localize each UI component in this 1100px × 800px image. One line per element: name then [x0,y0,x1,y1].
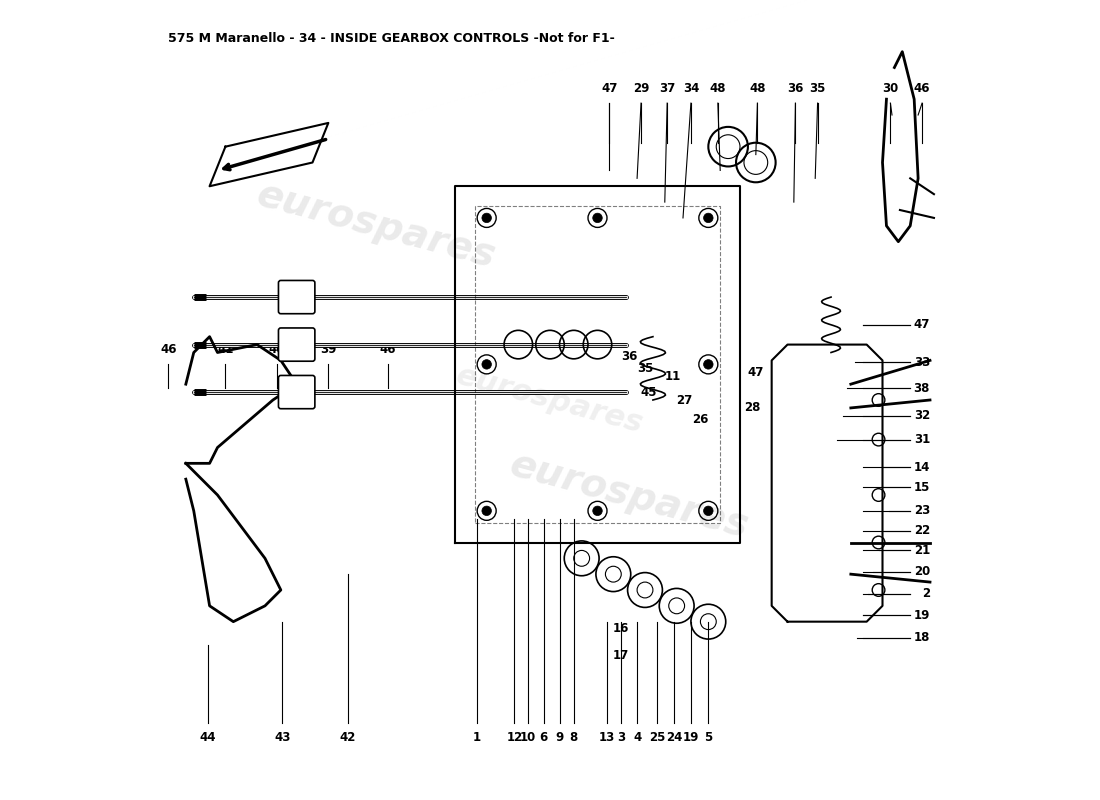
Text: 29: 29 [632,82,649,95]
Circle shape [593,506,603,515]
Text: 47: 47 [602,82,617,95]
Text: 27: 27 [676,394,693,406]
Text: 48: 48 [749,82,766,95]
Text: 24: 24 [667,731,682,744]
Text: 37: 37 [659,82,675,95]
Text: 31: 31 [914,433,929,446]
Circle shape [704,360,713,369]
Text: 12: 12 [506,731,522,744]
Text: 47: 47 [914,318,929,331]
Circle shape [482,360,492,369]
Circle shape [704,506,713,515]
Text: 36: 36 [788,82,804,95]
Text: 48: 48 [710,82,726,95]
Text: 30: 30 [882,82,899,95]
Text: 3: 3 [617,731,625,744]
Text: 6: 6 [539,731,548,744]
Text: 46: 46 [161,343,177,357]
Text: eurospares: eurospares [506,445,752,545]
Circle shape [482,506,492,515]
Text: 43: 43 [274,731,290,744]
Text: 35: 35 [637,362,653,375]
Text: 36: 36 [621,350,637,363]
Text: 17: 17 [613,650,629,662]
Text: 41: 41 [217,343,233,357]
Text: 19: 19 [914,609,929,622]
Text: 33: 33 [914,355,929,369]
Text: eurospares: eurospares [252,176,499,276]
Text: 18: 18 [914,631,929,644]
Text: 28: 28 [744,402,760,414]
Text: 15: 15 [914,481,929,494]
Circle shape [482,213,492,222]
Text: 22: 22 [914,524,929,537]
Text: 39: 39 [320,343,337,357]
FancyBboxPatch shape [278,281,315,314]
Text: 20: 20 [914,566,929,578]
Text: 46: 46 [914,82,931,95]
Text: 44: 44 [200,731,217,744]
Text: 1: 1 [473,731,481,744]
Text: 8: 8 [570,731,578,744]
Text: 19: 19 [683,731,700,744]
Text: 45: 45 [640,386,657,398]
Text: 10: 10 [519,731,536,744]
Circle shape [704,213,713,222]
Text: 42: 42 [340,731,356,744]
Text: 46: 46 [379,343,396,357]
Text: 23: 23 [914,504,929,518]
Circle shape [593,213,603,222]
Text: 40: 40 [268,343,285,357]
Text: 4: 4 [632,731,641,744]
Text: eurospares: eurospares [453,361,647,439]
FancyBboxPatch shape [278,375,315,409]
FancyBboxPatch shape [278,328,315,362]
Text: 47: 47 [748,366,764,378]
Text: 5: 5 [704,731,713,744]
Text: 13: 13 [598,731,615,744]
Text: 14: 14 [914,461,929,474]
Text: 16: 16 [613,622,629,634]
Text: 11: 11 [664,370,681,382]
Text: 34: 34 [683,82,700,95]
Text: 9: 9 [556,731,563,744]
Text: 2: 2 [922,587,930,601]
Text: 26: 26 [692,414,708,426]
Text: 575 M Maranello - 34 - INSIDE GEARBOX CONTROLS -Not for F1-: 575 M Maranello - 34 - INSIDE GEARBOX CO… [168,32,615,45]
Text: 38: 38 [914,382,929,394]
Text: 21: 21 [914,544,929,557]
Text: 35: 35 [810,82,826,95]
Text: 25: 25 [649,731,666,744]
Text: 32: 32 [914,410,929,422]
